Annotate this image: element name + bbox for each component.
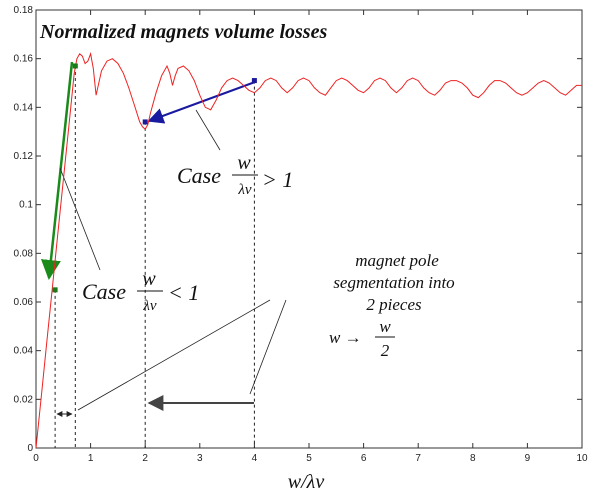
marker-point: [72, 63, 78, 69]
y-tick-label: 0.06: [14, 297, 34, 308]
annotation-case-lt: Case w λν < 1: [82, 268, 199, 314]
annotation-arrows: [40, 61, 287, 417]
svg-text:> 1: > 1: [262, 167, 293, 192]
x-tick-label: 10: [576, 453, 588, 464]
svg-text:2 pieces: 2 pieces: [366, 295, 422, 314]
svg-text:magnet pole: magnet pole: [355, 251, 439, 270]
pointer-line-seg-2: [249, 299, 287, 395]
x-tick-label: 9: [525, 453, 531, 464]
x-axis-label: w/λν: [288, 471, 325, 493]
x-tick-label: 2: [142, 453, 148, 464]
blue-arrow: [147, 81, 256, 124]
svg-text:Case: Case: [82, 279, 126, 304]
y-tick-label: 0.12: [14, 151, 34, 162]
annotation-segmentation: magnet pole segmentation into 2 pieces: [333, 251, 454, 314]
svg-text:w →: w →: [329, 328, 362, 347]
y-tick-label: 0.16: [14, 54, 34, 65]
annotation-case-gt: Case w λν > 1: [177, 152, 293, 198]
svg-text:λν: λν: [142, 298, 156, 314]
x-tick-label: 4: [252, 453, 258, 464]
y-tick-label: 0.1: [19, 200, 33, 211]
x-tick-label: 6: [361, 453, 367, 464]
svg-text:2: 2: [381, 341, 390, 360]
y-axis-ticks: 0 0.02 0.04 0.06 0.08 0.1 0.12 0.14 0.16 0.18: [14, 5, 582, 454]
x-tick-label: 0: [33, 453, 39, 464]
svg-text:w: w: [237, 152, 251, 174]
plot-frame: [35, 9, 583, 449]
svg-text:segmentation into: segmentation into: [333, 273, 454, 292]
y-tick-label: 0.04: [14, 346, 34, 357]
marker-point: [142, 119, 148, 125]
dashed-guides: [54, 65, 255, 448]
pointer-line-gt: [195, 109, 221, 151]
marker-point: [251, 78, 257, 84]
x-tick-label: 1: [88, 453, 94, 464]
chart-title: Normalized magnets volume losses: [39, 21, 327, 43]
x-tick-label: 8: [470, 453, 476, 464]
series-line-losses: [35, 51, 582, 449]
y-tick-label: 0.18: [14, 5, 34, 16]
svg-text:< 1: < 1: [168, 280, 199, 305]
y-tick-label: 0.02: [14, 394, 34, 405]
x-tick-label: 7: [415, 453, 421, 464]
svg-text:w: w: [142, 268, 156, 290]
y-tick-label: 0: [27, 443, 33, 454]
pointer-line-seg-1: [77, 299, 271, 411]
marker-point: [52, 287, 58, 293]
x-tick-label: 5: [306, 453, 312, 464]
svg-text:Case: Case: [177, 163, 221, 188]
svg-text:λν: λν: [237, 182, 251, 198]
y-tick-label: 0.14: [14, 102, 34, 113]
markers: [52, 63, 257, 293]
pointer-line-lt: [59, 167, 101, 271]
x-axis-ticks: 0 1 2 3 4 5 6 7 8 9 10: [33, 10, 588, 464]
svg-text:w: w: [379, 317, 391, 336]
x-tick-label: 3: [197, 453, 203, 464]
annotation-formula: w → w 2: [329, 317, 395, 360]
y-tick-label: 0.08: [14, 248, 34, 259]
